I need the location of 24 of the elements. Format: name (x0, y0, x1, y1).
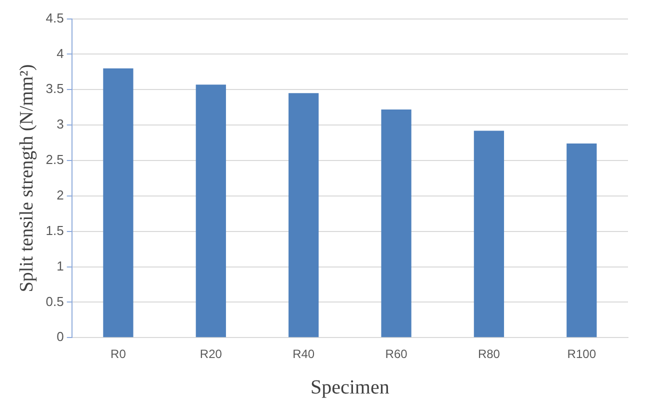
y-tick-label: 1 (56, 258, 64, 274)
y-tick-label: 4 (56, 46, 64, 61)
y-tick-label: 3 (56, 116, 64, 132)
y-tick-label: 2 (56, 187, 64, 202)
x-tick-label: R20 (200, 347, 222, 362)
bar (103, 68, 134, 338)
bar (566, 143, 597, 338)
y-tick-label: 0.5 (46, 294, 64, 309)
bar (196, 84, 226, 338)
y-tick-label: 0 (56, 329, 64, 344)
x-tick-label: R40 (292, 347, 315, 362)
y-tick-label: 4.5 (46, 10, 64, 26)
bar (288, 93, 319, 338)
bar (381, 109, 412, 338)
x-tick-label: R100 (567, 347, 596, 362)
bar (474, 130, 504, 338)
x-tick-label: R60 (385, 347, 408, 362)
y-axis-title: Split tensile strength (N/mm²) (16, 64, 38, 292)
y-tick-label: 1.5 (46, 222, 64, 238)
x-tick-label: R0 (110, 347, 126, 362)
y-tick-label: 3.5 (46, 81, 64, 96)
y-tick-label: 2.5 (46, 152, 64, 168)
x-axis-title: Specimen (310, 376, 390, 398)
x-tick-label: R80 (478, 347, 500, 362)
